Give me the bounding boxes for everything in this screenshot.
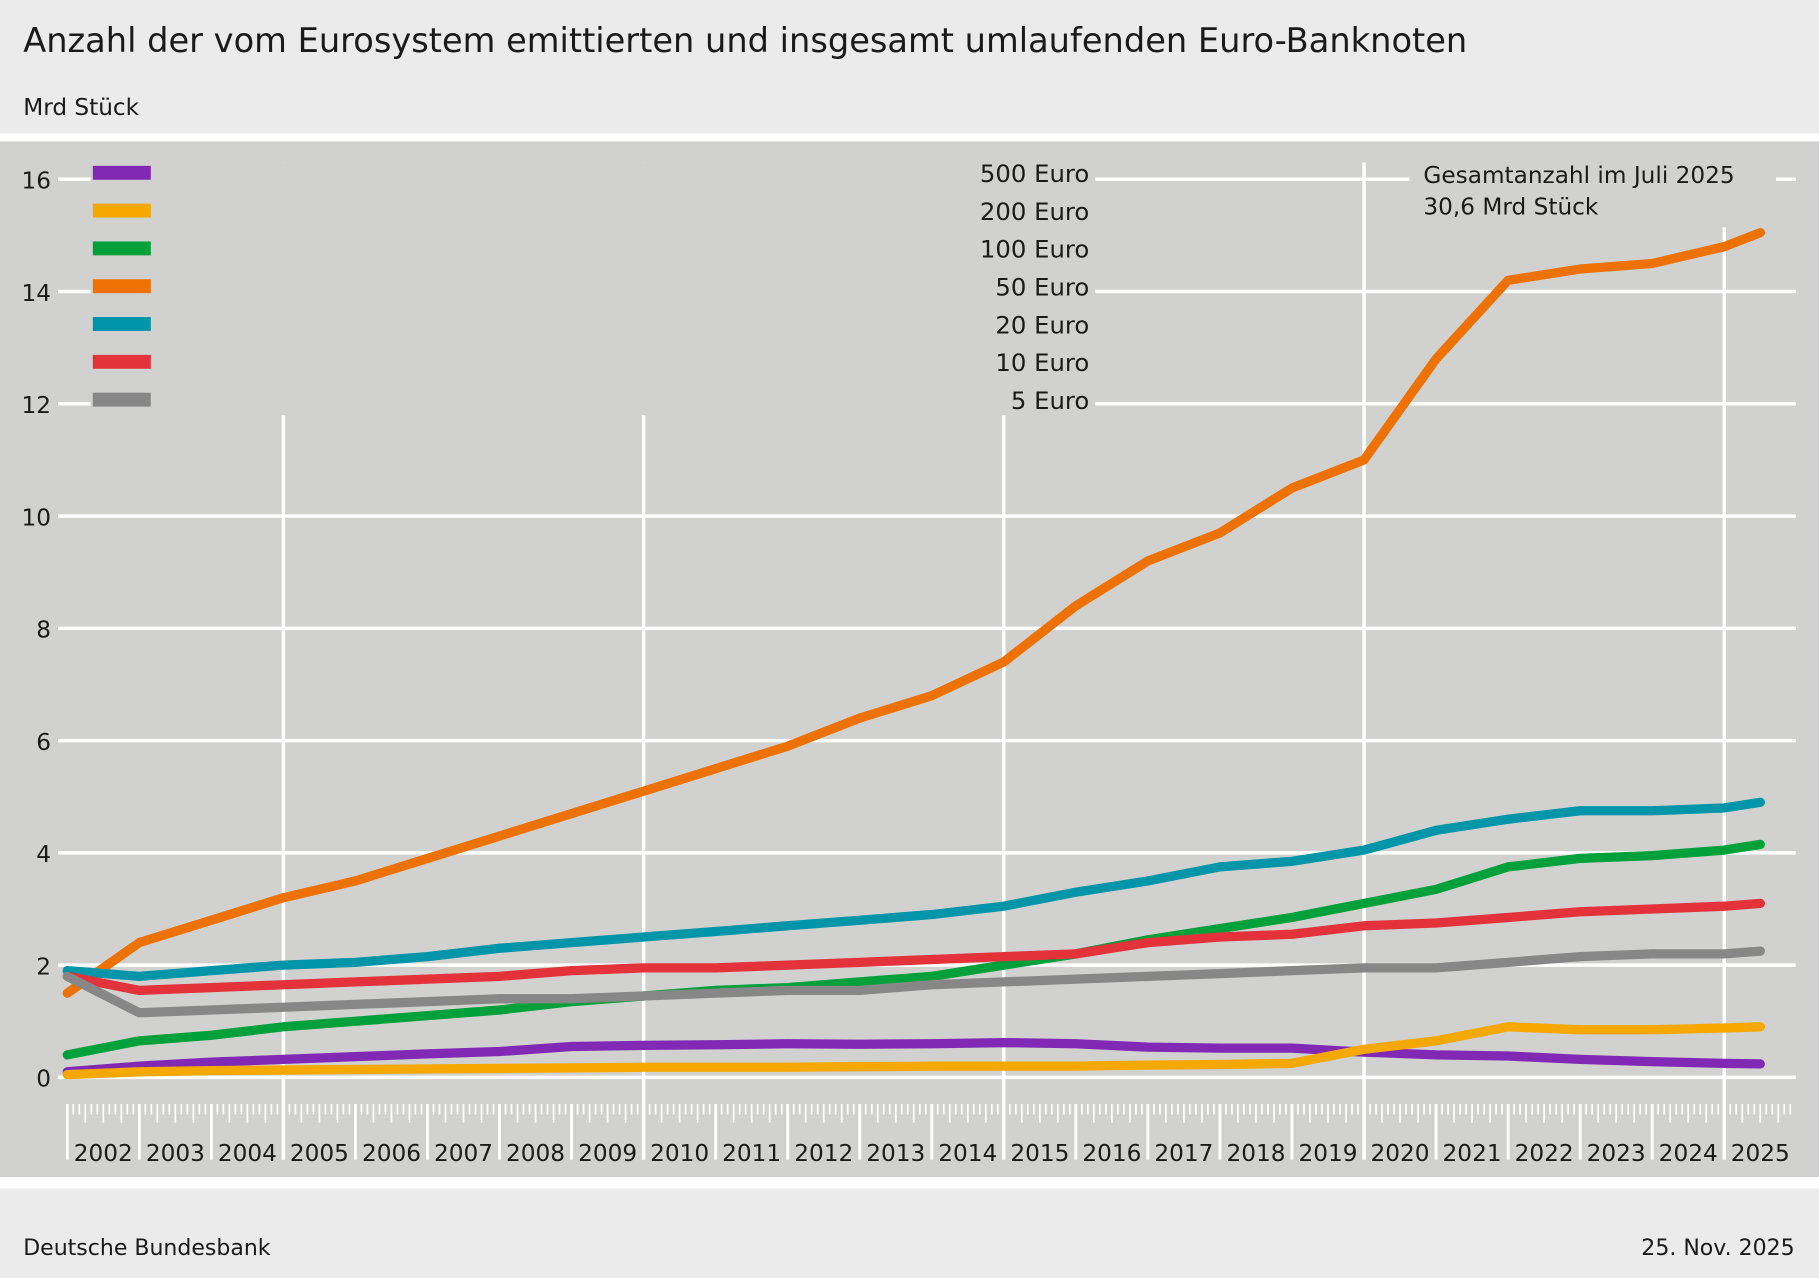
series-lines (62, 227, 1765, 1080)
divider (0, 133, 1819, 142)
legend: 500 Euro 200 Euro 100 Euro 50 Euro 20 Euro 10… (90, 159, 1096, 416)
legend-swatch (92, 317, 151, 331)
x-tick-label: 2013 (866, 1140, 925, 1167)
legend-swatch (92, 203, 151, 218)
x-tick-label: 2010 (650, 1140, 709, 1167)
x-tick-label: 2016 (1082, 1140, 1141, 1167)
legend-swatch (92, 165, 151, 180)
y-tick-label: 4 (36, 841, 51, 868)
series-line-50-euro (62, 227, 1765, 998)
x-tick-label: 2020 (1371, 1140, 1430, 1167)
source-label: Deutsche Bundesbank (23, 1236, 271, 1261)
series-line-100-euro (62, 839, 1765, 1060)
annotation-line1: Gesamtanzahl im Juli 2025 (1423, 162, 1734, 189)
y-tick-label: 10 (22, 504, 52, 531)
annotation-background (1409, 160, 1777, 228)
x-tick-label: 2024 (1659, 1140, 1718, 1167)
x-tick-label: 2021 (1443, 1140, 1502, 1167)
header-background (0, 0, 1819, 134)
x-tick-label: 2011 (722, 1140, 781, 1167)
annotation-line2: 30,6 Mrd Stück (1423, 194, 1599, 221)
y-tick-label: 8 (36, 617, 51, 644)
legend-label: 100 Euro (980, 235, 1089, 264)
unit-label: Mrd Stück (23, 94, 139, 121)
x-tick-label: 2018 (1226, 1140, 1285, 1167)
x-tick-label: 2007 (434, 1140, 493, 1167)
x-tick-label: 2017 (1154, 1140, 1213, 1167)
series-line-5-euro (62, 946, 1765, 1018)
y-tick-label: 14 (22, 280, 52, 307)
series-line-200-euro (62, 1022, 1765, 1080)
y-axis: 0 2 4 6 8 10 12 14 16 (22, 168, 52, 1093)
x-tick-label: 2014 (938, 1140, 997, 1167)
x-axis: 2002 2003 2004 2005 2006 2007 2008 2009 2010 2011… (65, 1104, 1792, 1167)
x-tick-label: 2015 (1010, 1140, 1069, 1167)
legend-swatch (92, 354, 151, 369)
divider (0, 1177, 1819, 1189)
legend-background (90, 162, 1096, 416)
y-tick-label: 6 (36, 729, 51, 756)
series-line-500-euro (62, 1037, 1765, 1077)
series-line-10-euro (62, 898, 1765, 996)
legend-label: 50 Euro (995, 272, 1089, 301)
y-tick-label: 0 (36, 1066, 51, 1093)
legend-swatch (92, 279, 151, 294)
annotation: Gesamtanzahl im Juli 2025 30,6 Mrd Stück (1409, 160, 1777, 228)
legend-label: 500 Euro (980, 159, 1089, 188)
legend-swatch (92, 392, 151, 407)
chart-title: Anzahl der vom Eurosystem emittierten un… (23, 21, 1467, 60)
x-tick-label: 2005 (290, 1140, 349, 1167)
x-tick-label: 2006 (362, 1140, 421, 1167)
x-tick-label: 2004 (218, 1140, 277, 1167)
legend-label: 5 Euro (1011, 386, 1089, 415)
legend-label: 10 Euro (995, 348, 1089, 377)
footer-background (0, 1188, 1819, 1278)
x-tick-label: 2008 (506, 1140, 565, 1167)
x-tick-label: 2022 (1515, 1140, 1574, 1167)
y-tick-label: 12 (22, 392, 52, 419)
x-tick-label: 2009 (578, 1140, 637, 1167)
legend-swatch (92, 241, 151, 256)
y-tick-label: 16 (22, 168, 52, 195)
x-tick-label: 2025 (1731, 1140, 1790, 1167)
date-label: 25. Nov. 2025 (1641, 1236, 1794, 1261)
series-line-20-euro (62, 797, 1765, 981)
x-tick-label: 2023 (1587, 1140, 1646, 1167)
y-tick-label: 2 (36, 953, 51, 980)
legend-label: 20 Euro (995, 310, 1089, 339)
x-tick-label: 2002 (74, 1140, 133, 1167)
x-tick-label: 2012 (794, 1140, 853, 1167)
x-tick-label: 2003 (146, 1140, 205, 1167)
x-tick-label: 2019 (1298, 1140, 1357, 1167)
legend-label: 200 Euro (980, 197, 1089, 226)
